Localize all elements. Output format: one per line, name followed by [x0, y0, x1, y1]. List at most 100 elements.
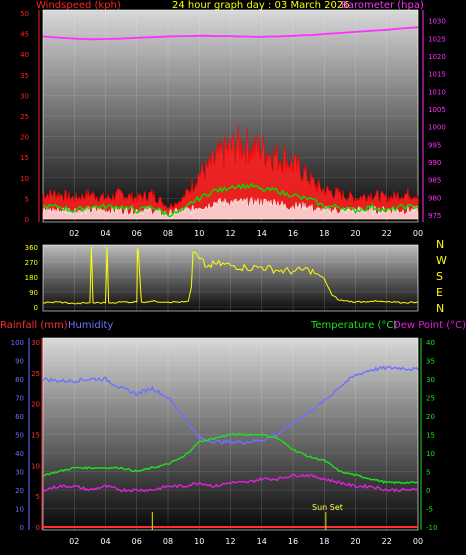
direction-tick-label: 180 [25, 274, 38, 282]
barometer-tick-label: 1030 [428, 18, 446, 26]
humidity-tick-label: 80 [15, 376, 24, 384]
windspeed-tick-label: 35 [20, 72, 29, 80]
x-tick-label: 04 [100, 537, 110, 546]
windspeed-tick-label: 30 [20, 92, 29, 100]
x-tick-label: 20 [350, 537, 360, 546]
humidity-tick-label: 50 [15, 432, 24, 440]
sunset-label: Sun Set [312, 503, 343, 512]
barometer-tick-label: 985 [428, 177, 441, 185]
barometer-tick-label: 975 [428, 212, 441, 220]
rainfall-tick-label: 20 [31, 401, 40, 409]
temperature-series [42, 432, 419, 485]
humidity-tick-label: 70 [15, 395, 24, 403]
humidity-tick-label: 40 [15, 450, 24, 458]
gust-series [42, 124, 419, 220]
temperature-title: Temperature (°C) [311, 320, 398, 331]
temperature-tick-label: 25 [426, 395, 435, 403]
compass-e: E [436, 286, 443, 299]
windspeed-tick-label: 10 [20, 175, 29, 183]
barometer-tick-label: 980 [428, 194, 441, 202]
x-tick-label: 10 [194, 229, 204, 238]
direction-tick-label: 360 [25, 244, 38, 252]
compass-n-bottom: N [436, 302, 445, 315]
x-tick-label: 00 [413, 229, 423, 238]
temperature-tick-label: 10 [426, 450, 435, 458]
x-tick-label: 12 [225, 537, 235, 546]
x-tick-label: 14 [257, 537, 267, 546]
humidity-tick-label: 30 [15, 469, 24, 477]
wind-average-series [42, 182, 419, 218]
direction-series [42, 246, 419, 305]
windspeed-tick-label: 25 [20, 113, 29, 121]
barometer-tick-label: 1010 [428, 88, 446, 96]
humidity-tick-label: 10 [15, 506, 24, 514]
rainfall-tick-label: 25 [31, 370, 40, 378]
x-tick-label: 18 [319, 537, 329, 546]
x-tick-label: 16 [288, 537, 298, 546]
temperature-tick-label: -10 [426, 524, 437, 532]
barometer-tick-label: 1025 [428, 35, 446, 43]
windspeed-tick-label: 15 [20, 154, 29, 162]
x-tick-label: 00 [413, 537, 423, 546]
barometer-tick-label: 1020 [428, 53, 446, 61]
humidity-series [42, 365, 419, 445]
temperature-tick-label: -5 [426, 506, 433, 514]
windspeed-tick-label: 20 [20, 134, 29, 142]
dewpoint-series [42, 473, 419, 493]
temperature-tick-label: 5 [426, 469, 430, 477]
barometer-series [42, 26, 419, 41]
humidity-tick-label: 0 [20, 524, 24, 532]
x-tick-label: 18 [319, 229, 329, 238]
x-tick-label: 10 [194, 537, 204, 546]
x-tick-label: 02 [69, 537, 79, 546]
barometer-tick-label: 990 [428, 159, 441, 167]
compass-n-top: N [436, 238, 445, 251]
humidity-tick-label: 20 [15, 487, 24, 495]
direction-tick-label: 90 [29, 289, 38, 297]
rainfall-tick-label: 0 [36, 524, 40, 532]
windspeed-title: Windspeed (kph) [36, 0, 121, 11]
x-tick-label: 06 [132, 229, 142, 238]
wind-direction-panel: 0 90 180 270 360 [25, 244, 419, 312]
x-tick-label: 20 [350, 229, 360, 238]
compass-w: W [436, 254, 447, 267]
temperature-tick-label: 15 [426, 432, 435, 440]
windspeed-tick-label: 50 [20, 10, 29, 18]
windspeed-tick-label: 5 [25, 195, 29, 203]
rainfall-tick-label: 15 [31, 432, 40, 440]
temp-plot-area [42, 337, 419, 531]
rainfall-tick-label: 10 [31, 462, 40, 470]
x-tick-label: 14 [257, 229, 267, 238]
direction-tick-label: 270 [25, 259, 38, 267]
x-tick-label: 12 [225, 229, 235, 238]
temperature-tick-label: 20 [426, 413, 435, 421]
x-tick-label: 22 [382, 229, 392, 238]
barometer-tick-label: 1000 [428, 124, 446, 132]
dewpoint-title: Dew Point (°C) [393, 320, 466, 331]
x-tick-label: 08 [163, 229, 173, 238]
humidity-tick-label: 100 [11, 339, 24, 347]
barometer-tick-label: 1015 [428, 71, 446, 79]
x-tick-label: 16 [288, 229, 298, 238]
rainfall-tick-label: 5 [36, 493, 40, 501]
graph-title: 24 hour graph day : 03 March 2026 [172, 0, 350, 11]
barometer-title: Barometer (hpa) [341, 0, 424, 11]
direction-tick-label: 0 [34, 304, 38, 312]
temperature-tick-label: 0 [426, 487, 430, 495]
wind-low-series [42, 196, 419, 220]
barometer-tick-label: 1005 [428, 106, 446, 114]
windspeed-tick-label: 45 [20, 31, 29, 39]
x-tick-label: 02 [69, 229, 79, 238]
wind-barometer-panel: 0510152025303540455097598098599099510001… [20, 9, 446, 238]
humidity-title: Humidity [68, 320, 114, 331]
temperature-tick-label: 35 [426, 358, 435, 366]
humidity-tick-label: 60 [15, 413, 24, 421]
temperature-tick-label: 40 [426, 339, 435, 347]
windspeed-tick-label: 0 [25, 216, 29, 224]
rain-humidity-temperature-panel: 0102030405060708090100051015202530-10-50… [11, 337, 437, 546]
windspeed-tick-label: 40 [20, 51, 29, 59]
x-tick-label: 04 [100, 229, 110, 238]
rainfall-tick-label: 30 [31, 339, 40, 347]
compass-s: S [436, 270, 443, 283]
